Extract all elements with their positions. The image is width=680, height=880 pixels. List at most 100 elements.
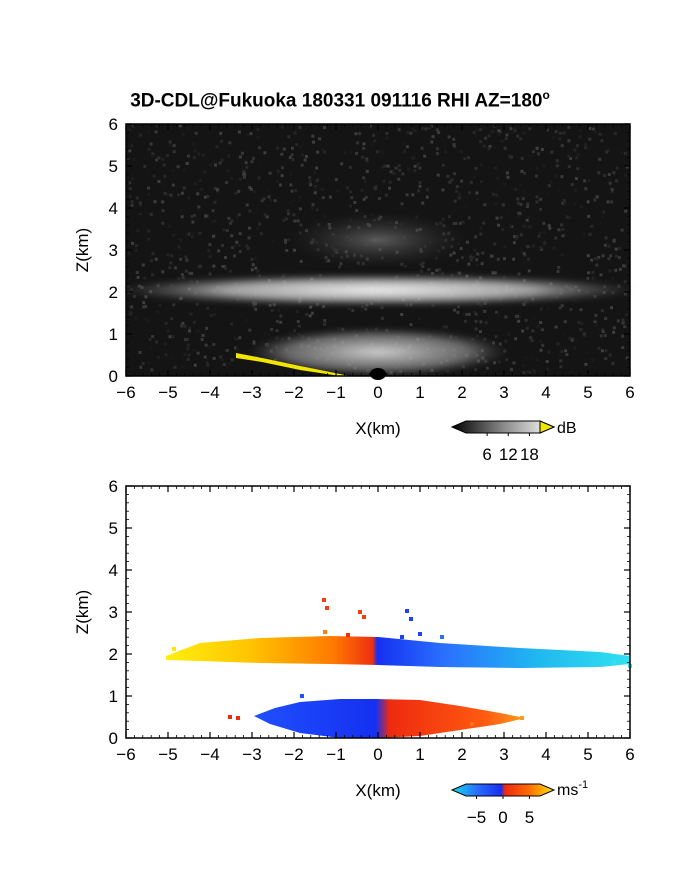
noise-pixel <box>292 198 296 202</box>
noise-pixel <box>262 142 265 146</box>
noise-pixel <box>168 266 172 270</box>
noise-pixel <box>172 150 176 154</box>
noise-pixel <box>286 209 290 212</box>
noise-pixel <box>586 254 590 258</box>
noise-pixel <box>284 240 287 244</box>
noise-pixel <box>452 137 456 141</box>
noise-pixel <box>560 304 564 308</box>
noise-pixel <box>235 240 239 244</box>
noise-pixel <box>212 356 216 360</box>
noise-pixel <box>585 351 589 355</box>
noise-pixel <box>538 232 542 235</box>
noise-pixel <box>211 220 215 224</box>
noise-pixel <box>388 186 391 190</box>
noise-pixel <box>153 200 157 204</box>
noise-pixel <box>190 235 194 239</box>
noise-pixel <box>254 266 258 270</box>
noise-pixel <box>597 255 601 259</box>
noise-pixel <box>444 150 448 154</box>
noise-pixel <box>492 192 496 196</box>
noise-pixel <box>484 136 488 140</box>
noise-pixel <box>176 165 180 169</box>
noise-pixel <box>177 277 181 281</box>
noise-pixel <box>196 192 200 196</box>
noise-pixel <box>457 196 461 200</box>
noise-pixel <box>621 321 625 325</box>
noise-pixel <box>522 370 526 374</box>
noise-pixel <box>188 271 192 275</box>
noise-pixel <box>596 163 600 167</box>
noise-pixel <box>425 195 429 199</box>
y-tick-label: 2 <box>109 283 118 302</box>
noise-pixel <box>497 223 501 227</box>
noise-pixel <box>183 168 187 172</box>
x-axis-label: X(km) <box>355 781 400 800</box>
noise-pixel <box>411 272 415 276</box>
noise-pixel <box>598 230 602 234</box>
noise-pixel <box>528 127 532 131</box>
noise-pixel <box>588 232 592 236</box>
noise-pixel <box>588 137 592 141</box>
noise-pixel <box>205 361 209 365</box>
noise-pixel <box>312 171 316 175</box>
noise-pixel <box>535 358 539 362</box>
velocity-pixel <box>322 598 326 602</box>
x-tick-label: −2 <box>284 745 303 764</box>
noise-pixel <box>131 177 135 181</box>
noise-pixel <box>272 240 276 243</box>
velocity-pixel <box>362 615 366 619</box>
noise-pixel <box>179 208 183 212</box>
noise-pixel <box>219 134 223 138</box>
noise-pixel <box>237 189 241 193</box>
noise-pixel <box>624 209 628 213</box>
noise-pixel <box>147 237 151 241</box>
noise-pixel <box>220 158 224 162</box>
noise-pixel <box>540 247 543 251</box>
noise-pixel <box>351 309 355 313</box>
noise-pixel <box>539 246 543 249</box>
noise-pixel <box>535 174 538 178</box>
noise-pixel <box>413 169 417 172</box>
noise-pixel <box>492 124 496 128</box>
noise-pixel <box>130 204 134 207</box>
noise-pixel <box>239 189 243 193</box>
noise-pixel <box>256 269 260 273</box>
noise-pixel <box>308 179 312 183</box>
noise-pixel <box>134 244 138 248</box>
noise-pixel <box>607 244 611 248</box>
noise-pixel <box>155 340 159 344</box>
noise-pixel <box>206 195 210 198</box>
noise-pixel <box>547 307 551 310</box>
noise-pixel <box>560 350 564 354</box>
noise-pixel <box>186 154 190 158</box>
noise-pixel <box>601 254 605 258</box>
noise-pixel <box>364 307 368 311</box>
noise-pixel <box>503 257 506 261</box>
noise-pixel <box>459 150 463 154</box>
noise-pixel <box>208 346 211 350</box>
noise-pixel <box>222 228 226 232</box>
noise-pixel <box>615 254 619 258</box>
velocity-pixel <box>400 635 404 639</box>
noise-pixel <box>287 150 291 154</box>
noise-pixel <box>600 309 604 313</box>
noise-pixel <box>141 362 145 365</box>
noise-pixel <box>621 318 625 322</box>
noise-pixel <box>285 249 289 252</box>
noise-pixel <box>323 319 327 322</box>
noise-pixel <box>161 157 165 161</box>
noise-pixel <box>165 192 169 196</box>
noise-pixel <box>547 184 551 188</box>
noise-pixel <box>391 186 395 190</box>
noise-pixel <box>591 358 595 362</box>
noise-pixel <box>327 179 331 183</box>
noise-pixel <box>598 221 602 225</box>
colorbar-tick-label: 12 <box>499 445 518 464</box>
noise-pixel <box>490 130 494 133</box>
noise-pixel <box>198 179 202 182</box>
noise-pixel <box>601 349 604 353</box>
x-tick-label: 1 <box>415 745 424 764</box>
noise-pixel <box>193 182 197 186</box>
noise-pixel <box>300 153 304 157</box>
velocity-plot-background <box>126 486 630 738</box>
